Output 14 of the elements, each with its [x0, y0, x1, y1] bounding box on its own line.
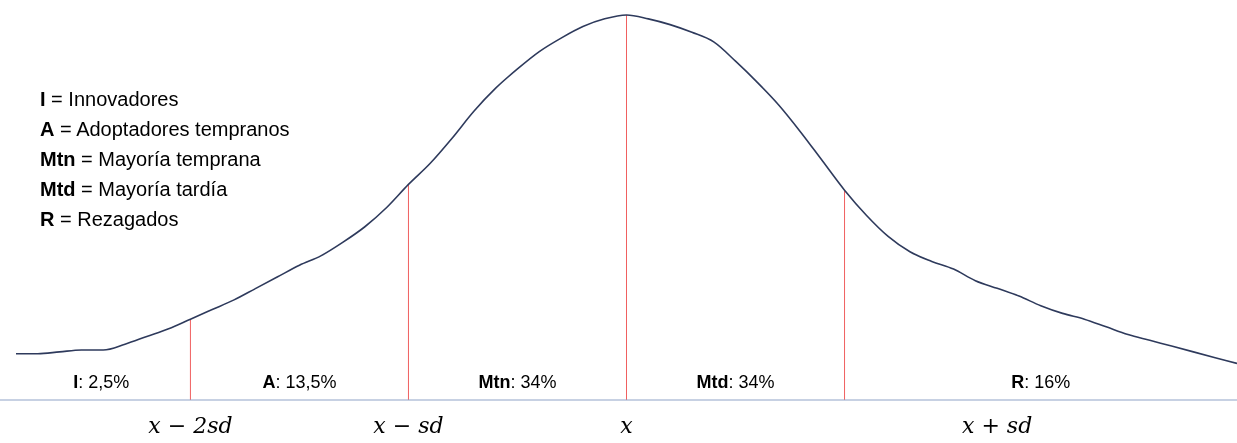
- annotation: Mtn: 34%: [478, 372, 557, 392]
- x-tick-label: x + sd: [962, 413, 1033, 438]
- x-tick-label: x − sd: [373, 413, 444, 438]
- annotation: Mtn = Mayoría temprana: [40, 148, 262, 170]
- annotation: A: 13,5%: [262, 372, 337, 392]
- annotation: A = Adoptadores tempranos: [40, 118, 290, 140]
- annotation: R: 16%: [1011, 372, 1071, 392]
- annotation: Mtd = Mayoría tardía: [40, 178, 229, 200]
- annotation: R = Rezagados: [40, 208, 179, 230]
- x-tick-label: x: [620, 413, 634, 438]
- annotation: Mtd: 34%: [696, 372, 775, 392]
- annotation: I: 2,5%: [73, 372, 130, 392]
- x-tick-label: x − 2sd: [148, 413, 233, 438]
- annotation: I = Innovadores: [40, 88, 179, 110]
